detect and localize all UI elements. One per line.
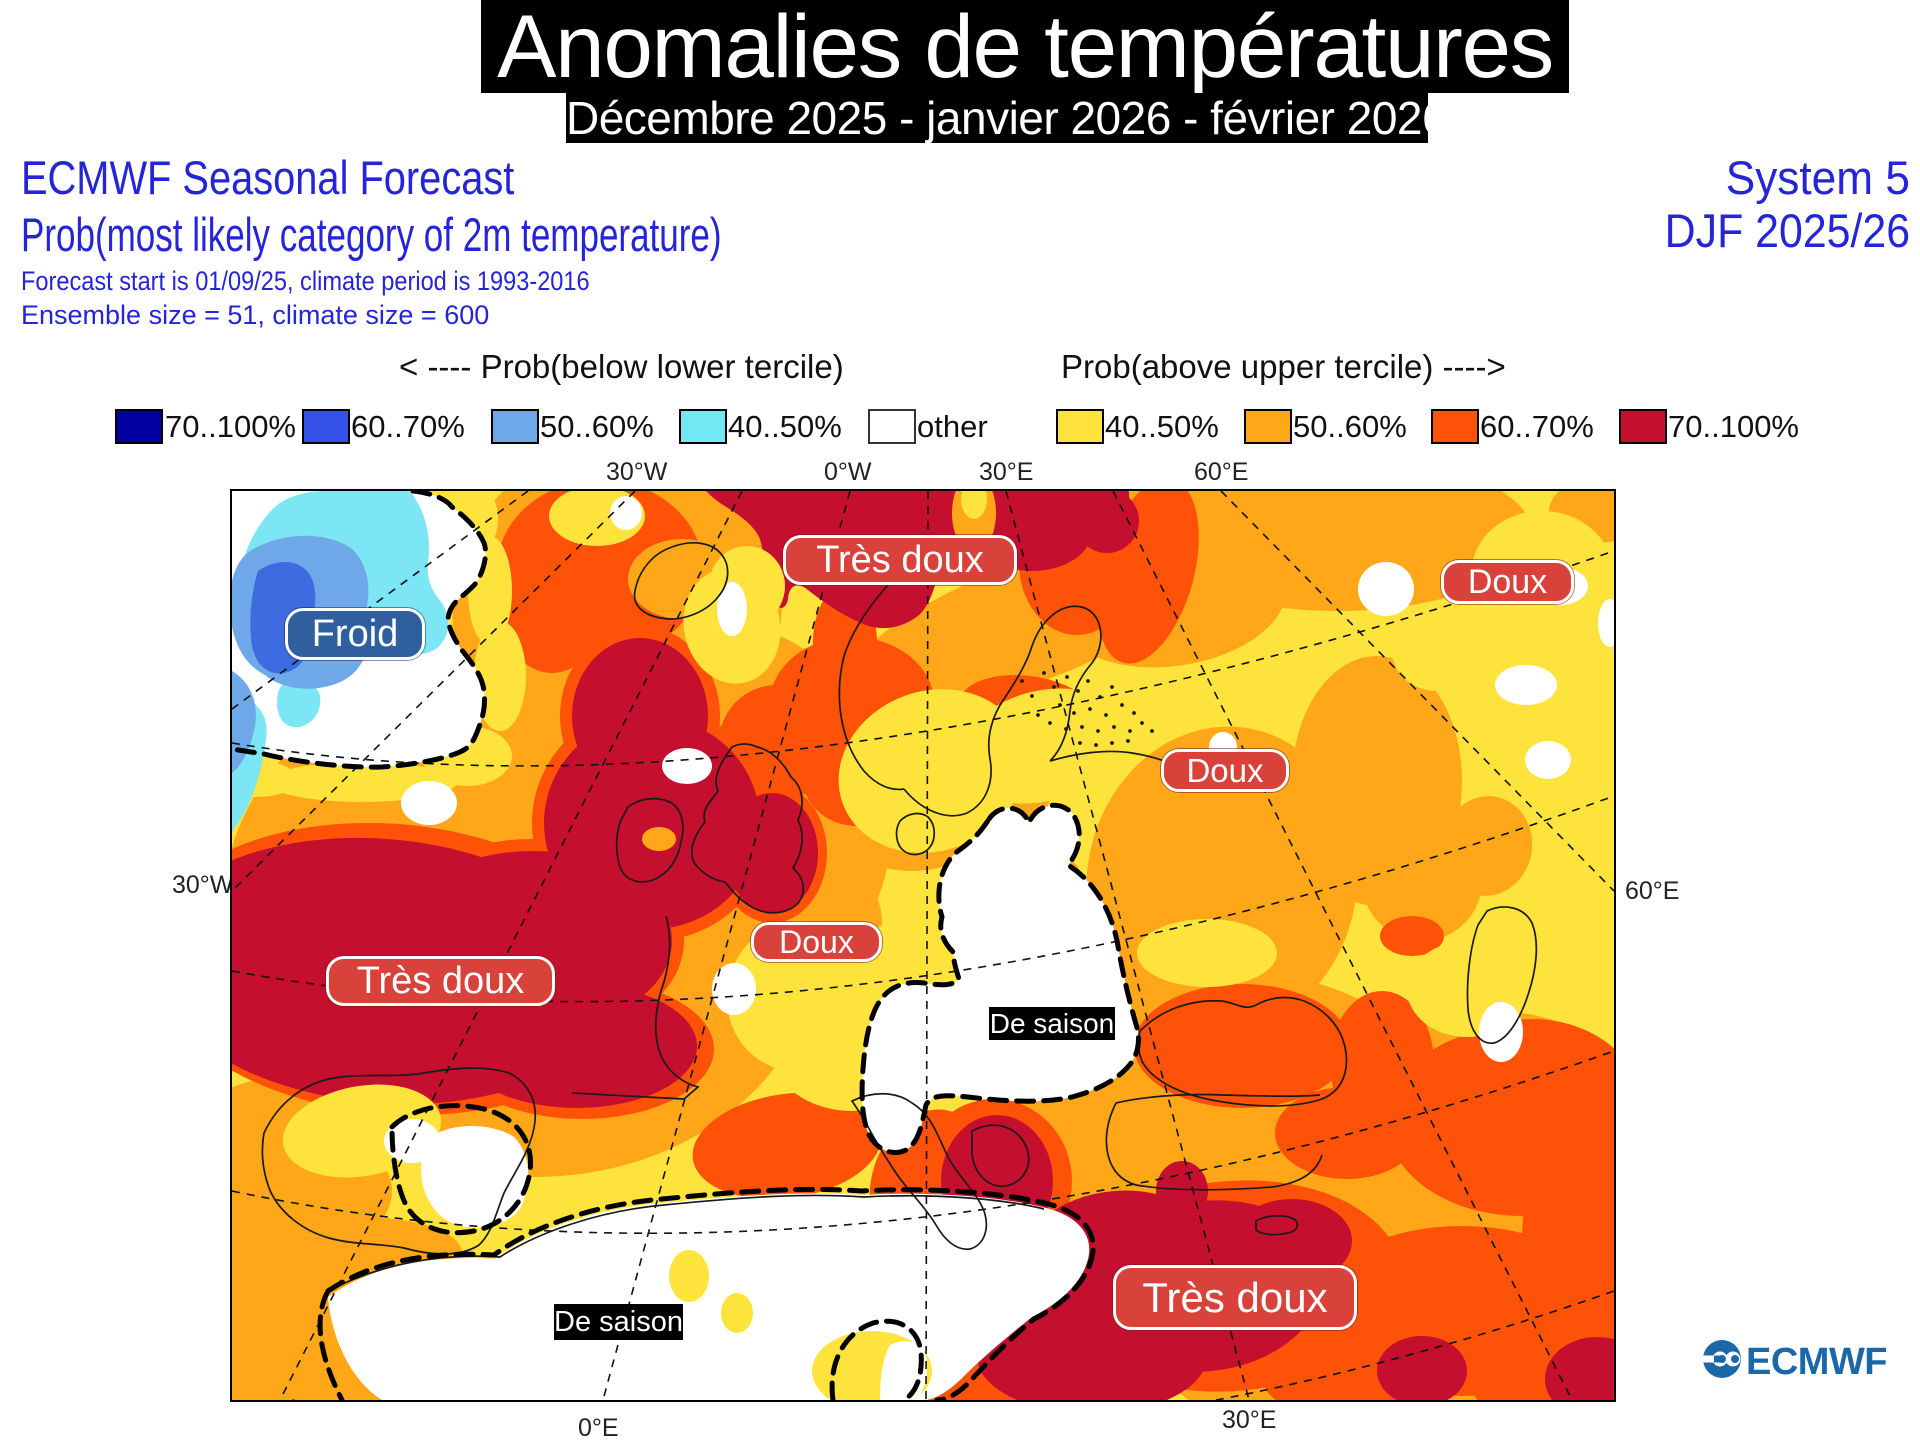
svg-text:ECMWF: ECMWF xyxy=(1746,1341,1887,1382)
